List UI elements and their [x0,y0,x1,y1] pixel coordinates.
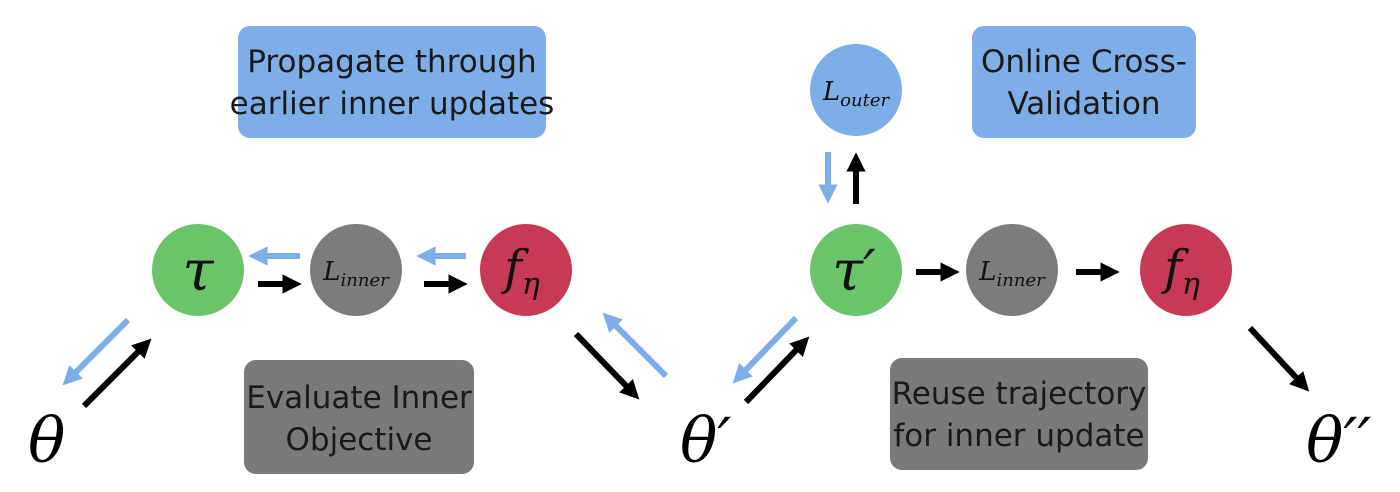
l-outer-node: Louter [810,44,902,136]
reuse-box: Reuse trajectory for inner update [890,358,1148,470]
tau-node: τ [152,224,244,316]
l-outer-node-circle [810,44,902,136]
l-inner-node-1-circle [310,224,402,316]
f-eta-node-2: fη [1140,224,1232,316]
arrow-icon-black-feta-to-theta-prime [573,331,640,400]
propagate-line1: Propagate through [247,44,536,80]
theta-label: θ [28,404,65,477]
online-line1: Online Cross- [981,44,1187,80]
propagate-box-bg [238,26,546,138]
arrow-icon-black-theta-prime-to-tau-prime [743,336,810,405]
tau-prime-node-circle [810,224,902,316]
l-inner-node-2: Linner [966,224,1058,316]
l-outer-label: Louter [822,77,891,111]
arrow-icon-black-theta-to-tau [81,338,152,409]
l-inner-2-label: Linner [978,257,1046,291]
propagate-box: Propagate through earlier inner updates [230,26,555,138]
arrow-icon-blue-theta-prime-to-feta [602,312,669,379]
reuse-box-bg [890,358,1148,470]
tau-prime-symbol: τ′ [832,239,876,304]
evaluate-box-bg [244,360,474,474]
evaluate-line1: Evaluate Inner [246,380,472,416]
evaluate-box: Evaluate Inner Objective [244,360,474,474]
propagate-line2: earlier inner updates [230,86,555,122]
evaluate-line2: Objective [286,422,433,458]
online-box-bg [972,26,1196,138]
online-line2: Validation [1007,86,1160,122]
online-box: Online Cross- Validation [972,26,1196,138]
reuse-line2: for inner update [893,418,1144,454]
f-eta-node-1-circle [480,224,572,316]
arrow-icon-blue-tau-prime-to-theta-prime [732,315,799,384]
tau-prime-node: τ′ [810,224,902,316]
f-eta-node-2-circle [1140,224,1232,316]
arrow-icon-blue-tau-to-theta [62,317,131,386]
f-eta-1-label: fη [501,240,540,302]
reuse-line1: Reuse trajectory [892,376,1147,412]
l-inner-1-label: Linner [322,257,390,291]
f-eta-node-1: fη [480,224,572,316]
theta-double-prime-label: θ′′ [1306,404,1371,477]
theta-prime-label: θ′ [680,404,731,477]
f-eta-2-label: fη [1161,240,1200,302]
l-inner-node-1: Linner [310,224,402,316]
tau-node-circle [152,224,244,316]
tau-symbol: τ [183,239,215,304]
l-inner-node-2-circle [966,224,1058,316]
arrow-icon-black-feta-to-theta-double-prime [1247,325,1310,392]
